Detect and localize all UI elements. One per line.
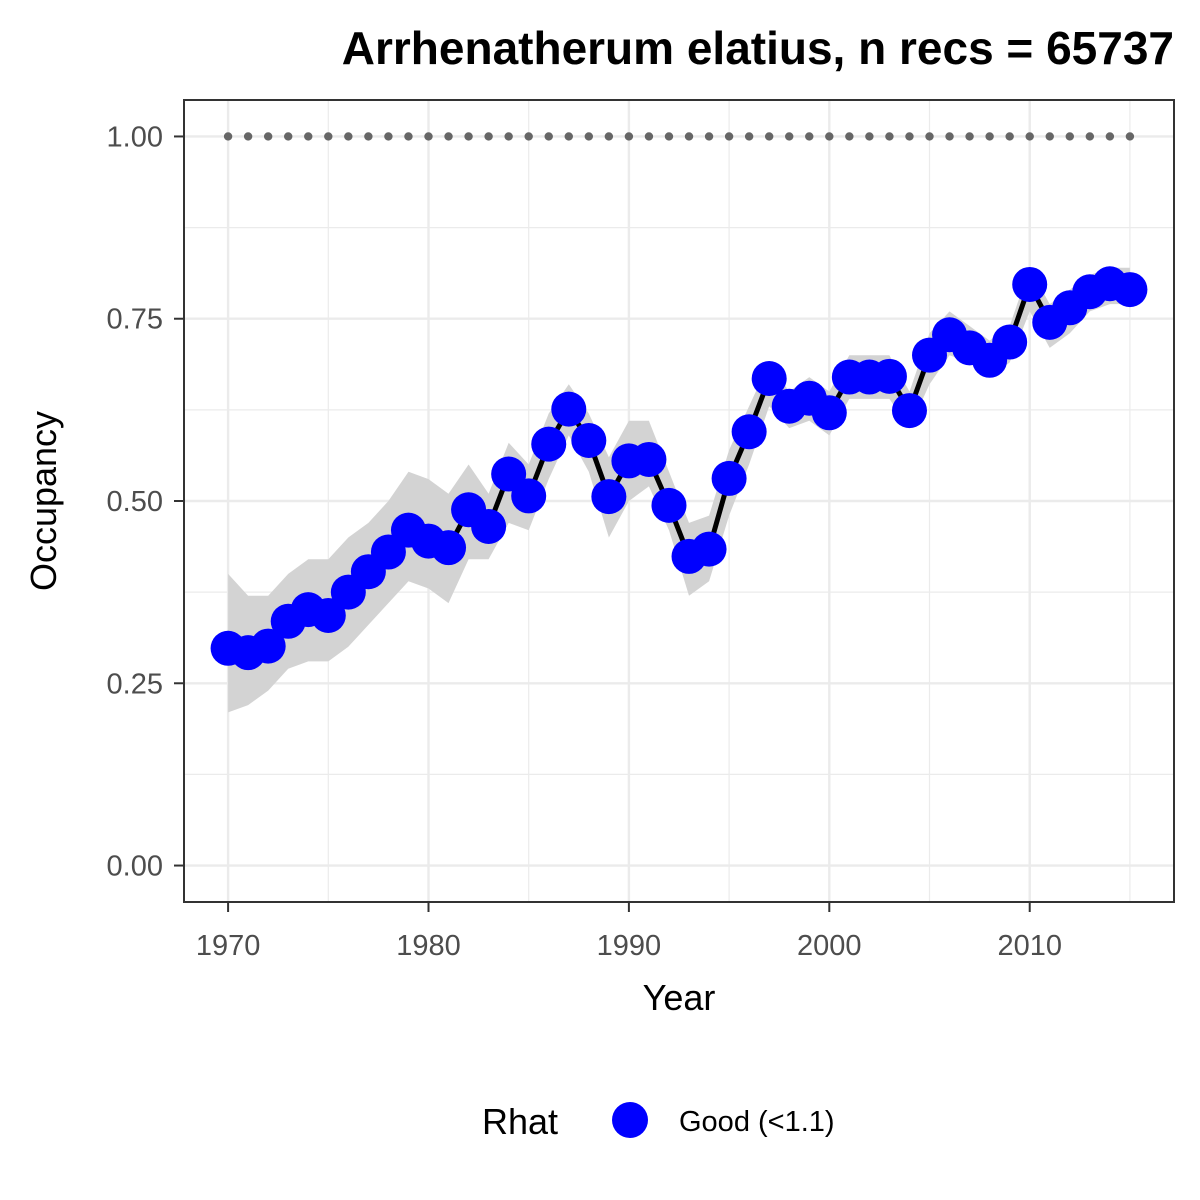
y-tick-label: 0.25 bbox=[107, 668, 163, 700]
occupancy-point bbox=[310, 597, 346, 633]
reference-dot bbox=[384, 132, 393, 141]
occupancy-points-layer bbox=[210, 266, 1148, 671]
reference-dot bbox=[364, 132, 373, 141]
reference-dot bbox=[885, 132, 894, 141]
x-tick-label: 2010 bbox=[997, 930, 1062, 962]
occupancy-point bbox=[531, 426, 567, 462]
legend: Rhat Good (<1.1) bbox=[482, 1101, 835, 1142]
reference-dot bbox=[544, 132, 553, 141]
occupancy-point bbox=[551, 391, 587, 427]
reference-dot bbox=[464, 132, 473, 141]
reference-dot bbox=[945, 132, 954, 141]
reference-dot bbox=[584, 132, 594, 141]
reference-dot bbox=[1105, 132, 1115, 141]
occupancy-point bbox=[751, 361, 787, 397]
reference-dot bbox=[1065, 132, 1074, 141]
x-tick-label: 1970 bbox=[196, 930, 261, 962]
reference-dot bbox=[664, 132, 674, 141]
reference-dot bbox=[324, 132, 333, 141]
occupancy-point bbox=[431, 530, 467, 566]
reference-dot bbox=[925, 132, 934, 141]
reference-line-layer bbox=[223, 132, 1135, 141]
occupancy-point bbox=[511, 478, 547, 514]
reference-dot bbox=[344, 132, 353, 141]
reference-dot bbox=[444, 132, 453, 141]
legend-label-good: Good (<1.1) bbox=[679, 1106, 835, 1138]
occupancy-point bbox=[811, 395, 847, 431]
reference-dot bbox=[1125, 132, 1135, 141]
reference-dot bbox=[704, 132, 714, 141]
chart-title: Arrhenatherum elatius, n recs = 65737 bbox=[342, 22, 1174, 74]
reference-dot bbox=[985, 132, 994, 141]
reference-dot bbox=[564, 132, 573, 141]
reference-dot bbox=[805, 132, 814, 141]
reference-dot bbox=[1005, 132, 1014, 141]
x-axis: 1970 1980 1990 2000 2010 bbox=[196, 902, 1062, 962]
reference-dot bbox=[223, 132, 233, 141]
reference-dot bbox=[1025, 132, 1034, 141]
x-tick-label: 1990 bbox=[597, 930, 662, 962]
occupancy-point bbox=[731, 414, 767, 450]
reference-dot bbox=[1045, 132, 1054, 141]
reference-dot bbox=[845, 132, 854, 141]
reference-dot bbox=[504, 132, 513, 141]
reference-dot bbox=[524, 132, 533, 141]
reference-dot bbox=[724, 132, 734, 141]
occupancy-point bbox=[1012, 266, 1048, 302]
reference-dot bbox=[243, 132, 253, 141]
y-axis: 0.00 0.25 0.50 0.75 1.00 bbox=[107, 121, 184, 883]
occupancy-point bbox=[250, 628, 286, 664]
reference-dot bbox=[965, 132, 974, 141]
legend-key-good bbox=[612, 1102, 648, 1138]
occupancy-point bbox=[651, 487, 687, 523]
x-axis-title: Year bbox=[643, 977, 716, 1018]
y-tick-label: 0.50 bbox=[107, 486, 163, 518]
reference-dot bbox=[284, 132, 293, 141]
occupancy-point bbox=[591, 479, 627, 515]
y-axis-title: Occupancy bbox=[23, 411, 64, 591]
reference-dot bbox=[404, 132, 413, 141]
occupancy-point bbox=[571, 422, 607, 458]
occupancy-point bbox=[891, 393, 927, 429]
occupancy-point bbox=[631, 441, 667, 477]
y-tick-label: 0.00 bbox=[107, 851, 163, 883]
x-tick-label: 2000 bbox=[797, 930, 862, 962]
occupancy-point bbox=[1112, 272, 1148, 308]
reference-dot bbox=[684, 132, 694, 141]
occupancy-point bbox=[711, 460, 747, 496]
reference-dot bbox=[424, 132, 433, 141]
y-tick-label: 1.00 bbox=[107, 121, 163, 153]
reference-dot bbox=[764, 132, 774, 141]
occupancy-point bbox=[871, 358, 907, 394]
reference-dot bbox=[263, 132, 273, 141]
reference-dot bbox=[865, 132, 874, 141]
legend-title: Rhat bbox=[482, 1101, 558, 1142]
reference-dot bbox=[1085, 132, 1095, 141]
x-tick-label: 1980 bbox=[396, 930, 461, 962]
occupancy-point bbox=[992, 324, 1028, 360]
reference-dot bbox=[484, 132, 493, 141]
occupancy-point bbox=[471, 509, 507, 545]
y-tick-label: 0.75 bbox=[107, 304, 163, 336]
reference-dot bbox=[304, 132, 313, 141]
reference-dot bbox=[624, 132, 634, 141]
reference-dot bbox=[644, 132, 654, 141]
reference-dot bbox=[604, 132, 614, 141]
reference-dot bbox=[905, 132, 914, 141]
reference-dot bbox=[825, 132, 834, 141]
occupancy-point bbox=[691, 531, 727, 567]
reference-dot bbox=[785, 132, 794, 141]
reference-dot bbox=[744, 132, 754, 141]
